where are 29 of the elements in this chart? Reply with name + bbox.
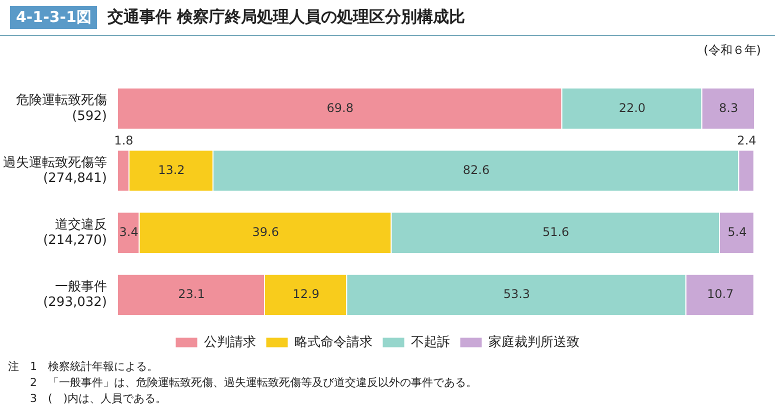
- chart-title: 交通事件 検察庁終局処理人員の処理区分別構成比: [107, 7, 466, 28]
- text: 3 ( )内は、人員である。: [29, 391, 168, 407]
- data-label: 69.8: [326, 100, 354, 115]
- text: 2 「一般事件」は、危険運転致死傷、過失運転致死傷等及び道交違反以外の事件である。: [29, 375, 478, 391]
- data-label: 51.6: [542, 224, 570, 239]
- data-label: 2.4: [737, 134, 756, 148]
- data-label: 13.2: [158, 162, 185, 177]
- y-tick-label: 危険運転致死傷 (592): [16, 93, 107, 124]
- legend-label: 不起訴: [411, 334, 450, 350]
- data-label: 12.9: [292, 287, 320, 302]
- legend-label: 公判請求: [204, 334, 256, 350]
- y-tick-label: 一般事件 (293,032): [43, 280, 107, 310]
- legend-label: 略式命令請求: [294, 334, 372, 350]
- data-label: 8.3: [719, 100, 738, 115]
- data-label: 82.6: [462, 162, 490, 177]
- chart-subtitle: 4-1-3-1図: [10, 6, 98, 29]
- text: (令和６年): [702, 42, 762, 59]
- data-label: 10.7: [706, 287, 734, 302]
- y-tick-label: 道交違反 (214,270): [43, 216, 107, 248]
- data-label: 22.0: [618, 100, 646, 115]
- data-label: 5.4: [728, 224, 747, 239]
- data-label: 53.3: [503, 287, 530, 302]
- text: 注 1 検察統計年報による。: [8, 359, 159, 375]
- legend-label: 家庭裁判所送致: [488, 334, 580, 350]
- data-label: 39.6: [252, 224, 279, 239]
- data-label: 1.8: [114, 134, 134, 148]
- data-label: 23.1: [178, 287, 205, 302]
- y-tick-label: 過失運転致死傷等 (274,841): [3, 155, 107, 186]
- data-label: 3.4: [119, 224, 138, 239]
